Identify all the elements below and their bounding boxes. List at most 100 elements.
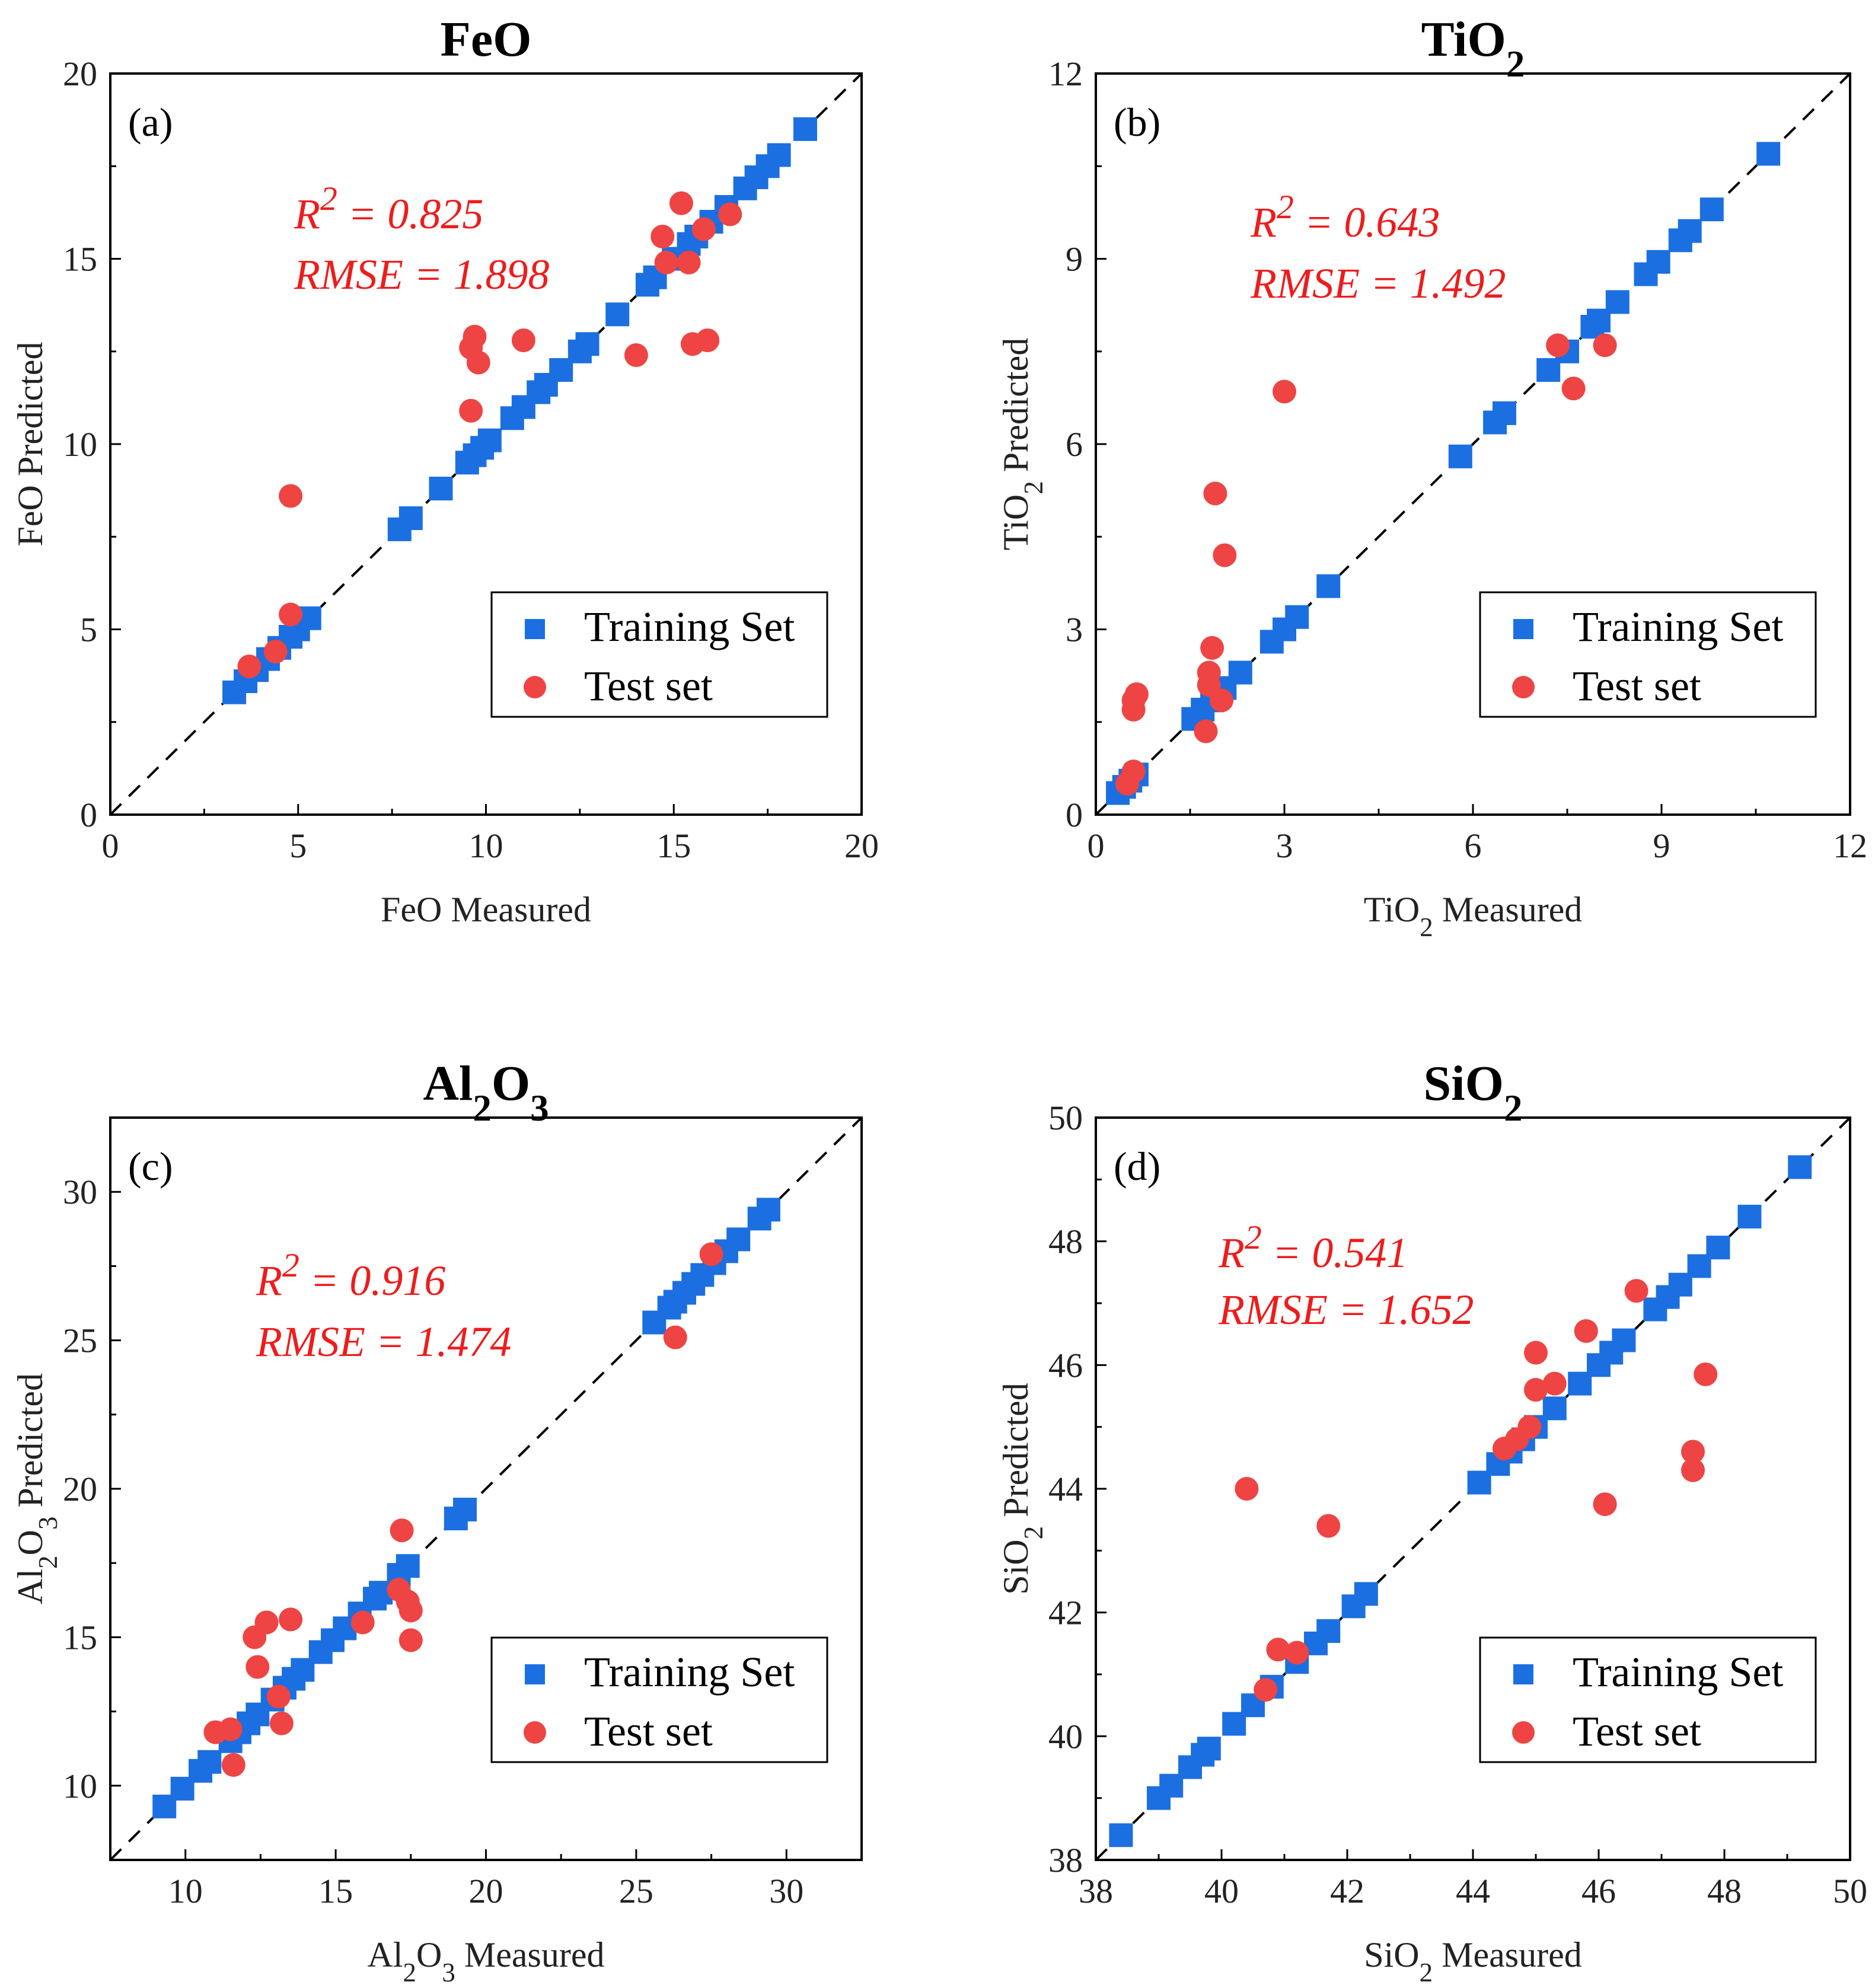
- y-tick-label: 10: [63, 425, 97, 464]
- test-point: [1210, 688, 1233, 713]
- plot-frame: [109, 72, 863, 816]
- r2-value: = 0.541: [1262, 1229, 1408, 1277]
- y-tick-label: 5: [80, 611, 97, 649]
- training-point: [477, 428, 502, 452]
- test-point: [1546, 333, 1570, 358]
- test-point: [1524, 1378, 1548, 1402]
- training-point: [756, 1198, 780, 1222]
- text-part: TiO: [1421, 12, 1506, 67]
- legend-box: [490, 1636, 828, 1763]
- test-point: [1524, 1341, 1548, 1365]
- training-point: [1493, 401, 1516, 425]
- superscript: 2: [320, 180, 337, 218]
- x-tick-label: 20: [469, 1872, 503, 1910]
- x-tick-label: 46: [1581, 1872, 1616, 1910]
- plot-frame: [109, 1116, 863, 1861]
- training-point: [575, 332, 600, 356]
- x-tick-label: 25: [619, 1872, 653, 1910]
- legend-box: [1479, 591, 1817, 718]
- text-part: Measured: [1433, 890, 1583, 929]
- r2-annotation: R2 = 0.825: [294, 180, 483, 238]
- x-tick-label: 6: [1465, 827, 1482, 865]
- test-point: [663, 1325, 687, 1349]
- rmse-annotation: RMSE = 1.474: [256, 1318, 512, 1365]
- superscript: 2: [1245, 1219, 1262, 1256]
- test-point: [350, 1610, 375, 1635]
- test-point: [237, 655, 262, 678]
- r2-value: = 0.643: [1294, 199, 1440, 246]
- test-point: [218, 1717, 243, 1741]
- text-part: Al: [423, 1056, 473, 1111]
- test-point: [463, 324, 487, 349]
- y-axis-label: TiO2 Predicted: [996, 338, 1048, 551]
- legend-test-marker: [1512, 676, 1535, 698]
- legend-box: [490, 591, 828, 718]
- test-point: [669, 191, 693, 215]
- test-point: [1285, 1641, 1309, 1665]
- test-point: [1124, 682, 1149, 706]
- superscript: 2: [1277, 189, 1294, 226]
- r2-symbol: R: [1250, 199, 1277, 246]
- training-point: [1788, 1155, 1812, 1179]
- r2-symbol: R: [1218, 1229, 1245, 1277]
- subscript: 2: [33, 1555, 63, 1569]
- test-point: [1561, 376, 1586, 401]
- test-point: [221, 1753, 245, 1777]
- legend-training-label: Training Set: [1573, 1648, 1783, 1696]
- training-point: [1197, 1737, 1221, 1761]
- x-tick-label: 0: [102, 827, 119, 865]
- test-point: [390, 1518, 414, 1543]
- panel-a: FeO 0 5 10 15 20 0 5 10 15 20 FeO Measured FeO Predi…: [11, 12, 879, 929]
- legend-training-label: Training Set: [584, 1648, 795, 1696]
- test-point: [254, 1610, 279, 1635]
- training-point: [605, 302, 630, 327]
- subscript: 3: [530, 1087, 549, 1129]
- x-tick-label: 15: [656, 827, 691, 865]
- legend-training-marker: [1513, 619, 1533, 639]
- text-part: SiO: [1364, 1935, 1419, 1974]
- training-point: [726, 1227, 751, 1252]
- superscript: 2: [282, 1247, 299, 1284]
- test-point: [696, 328, 720, 352]
- r2-symbol: R: [256, 1257, 282, 1304]
- test-point: [1593, 333, 1617, 358]
- training-point: [1354, 1582, 1378, 1606]
- test-point: [1194, 719, 1218, 743]
- legend-test-label: Test set: [584, 1708, 713, 1755]
- test-point: [263, 640, 288, 663]
- legend-training-label: Training Set: [584, 603, 795, 650]
- x-tick-label: 42: [1330, 1872, 1364, 1910]
- x-tick-label: 40: [1204, 1872, 1239, 1910]
- test-point: [1681, 1458, 1705, 1482]
- x-tick-label: 12: [1833, 827, 1867, 865]
- x-tick-label: 20: [844, 827, 879, 865]
- test-point: [1213, 543, 1237, 567]
- y-tick-label: 3: [1066, 611, 1083, 649]
- y-tick-label: 20: [63, 55, 97, 93]
- y-axis-label: Al2O3 Predicted: [11, 1373, 63, 1604]
- x-axis-label: FeO Measured: [381, 890, 591, 929]
- legend-test-marker: [524, 676, 546, 698]
- training-point: [1646, 250, 1670, 274]
- test-point: [654, 250, 678, 275]
- training-point: [396, 1554, 420, 1578]
- test-point: [699, 1242, 723, 1266]
- test-point: [269, 1711, 294, 1735]
- y-tick-label: 9: [1066, 240, 1083, 279]
- x-axis-label: SiO2 Measured: [1364, 1935, 1581, 1987]
- subscript: 2: [1506, 43, 1525, 85]
- legend-training-marker: [525, 1664, 545, 1684]
- text-part: TiO: [1364, 890, 1420, 929]
- subscript: 3: [33, 1517, 63, 1530]
- test-point: [624, 343, 648, 367]
- y-tick-label: 12: [1048, 55, 1083, 93]
- legend: Training Set Test set: [490, 591, 828, 718]
- training-point: [1756, 142, 1781, 166]
- training-point: [767, 143, 791, 167]
- y-tick-label: 10: [63, 1767, 97, 1805]
- text-part: FeO Measured: [381, 890, 591, 929]
- test-point: [1235, 1477, 1259, 1501]
- training-point: [1678, 219, 1702, 243]
